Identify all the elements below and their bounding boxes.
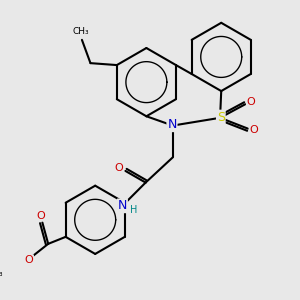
Text: CH₃: CH₃ xyxy=(73,27,89,36)
Text: H: H xyxy=(130,206,137,215)
Text: O: O xyxy=(36,211,45,220)
Text: CH₃: CH₃ xyxy=(0,269,4,278)
Text: O: O xyxy=(249,125,258,135)
Text: O: O xyxy=(114,163,123,173)
Text: N: N xyxy=(118,199,127,212)
Text: O: O xyxy=(247,97,256,107)
Text: N: N xyxy=(167,118,177,131)
Text: O: O xyxy=(24,255,33,265)
Text: S: S xyxy=(217,110,225,124)
